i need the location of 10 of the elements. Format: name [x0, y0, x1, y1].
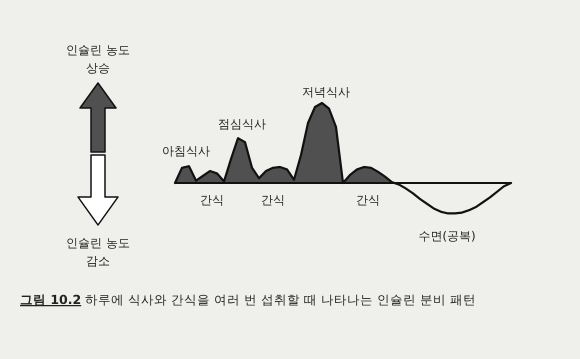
text: 인슐린 농도 감소 [66, 236, 130, 268]
annotation: 아침식사 [162, 144, 210, 158]
annotation: 간식 [356, 193, 380, 207]
text: 수면(공복) [418, 229, 476, 243]
text: 인슐린 농도 상승 [66, 43, 130, 75]
annotation: 간식 [261, 193, 285, 207]
text: 저녁식사 [302, 85, 350, 99]
text: 그림 10.2 하루에 식사와 간식을 여러 번 섭취할 때 나타나는 인슐린 분비 패턴 [20, 292, 476, 307]
annotation: 점심식사 [218, 117, 266, 131]
annotation: 간식 [200, 193, 224, 207]
